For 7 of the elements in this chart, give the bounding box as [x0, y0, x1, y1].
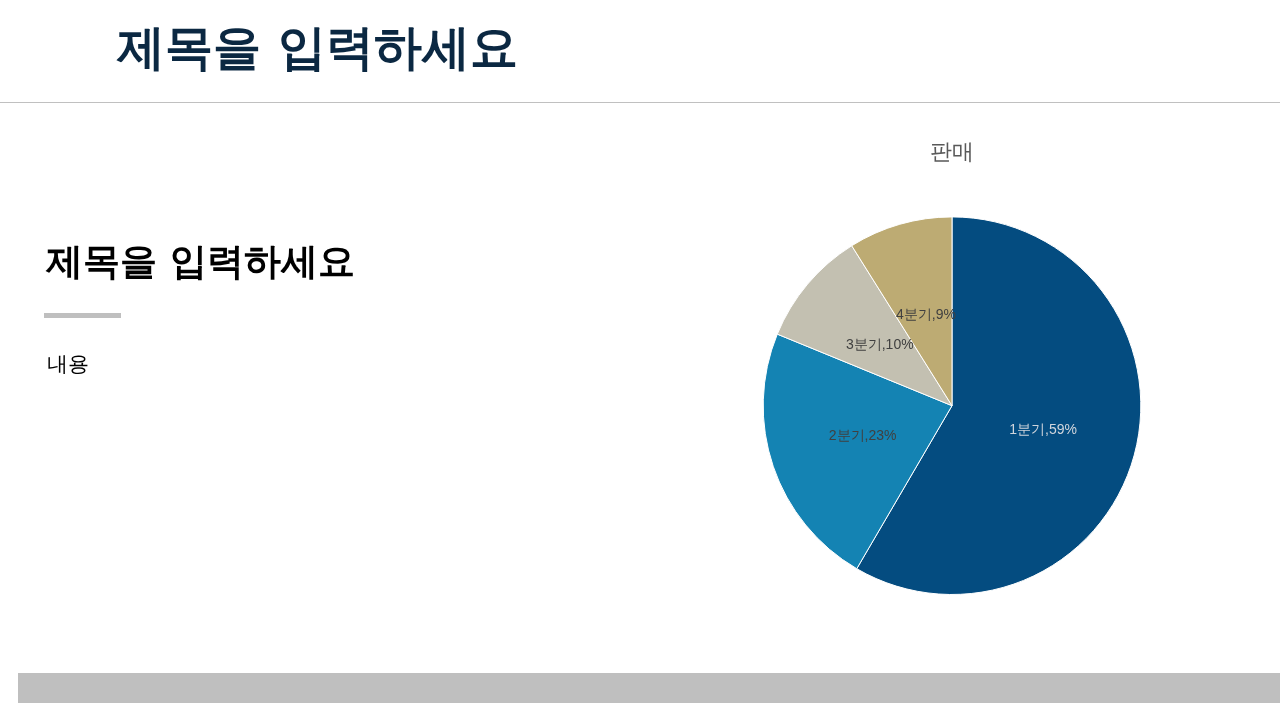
text: 내용 — [47, 352, 89, 378]
chart-title: 판매 — [930, 138, 974, 164]
text: 제목을 입력하세요 — [46, 240, 355, 285]
slice-label: 3분기,10% — [845, 335, 914, 352]
slice-label: 1분기,59% — [1009, 421, 1077, 438]
text: 제목을 입력하세요 — [117, 19, 518, 77]
slice-label: 2분기,23% — [828, 426, 897, 443]
